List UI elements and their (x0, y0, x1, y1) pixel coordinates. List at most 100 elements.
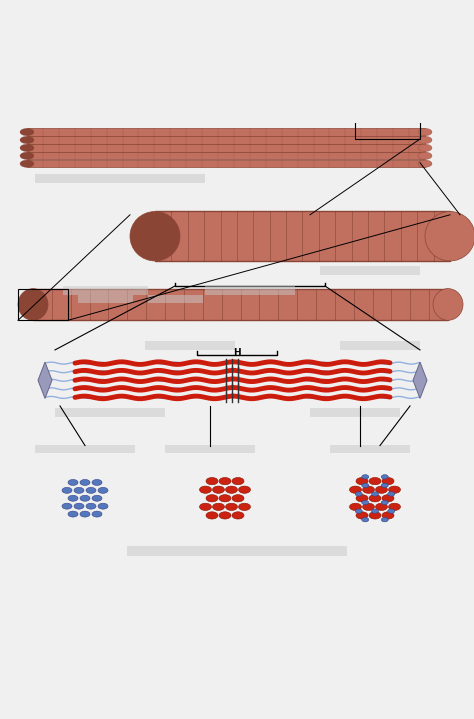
Bar (340, 341, 420, 350)
FancyBboxPatch shape (27, 137, 425, 144)
Bar (55, 408, 165, 417)
Bar (310, 408, 400, 417)
Bar (330, 444, 410, 453)
Ellipse shape (372, 492, 379, 496)
FancyBboxPatch shape (155, 211, 450, 261)
Ellipse shape (80, 480, 90, 485)
Ellipse shape (362, 475, 369, 479)
Ellipse shape (362, 500, 369, 505)
Ellipse shape (232, 512, 244, 519)
Ellipse shape (418, 160, 432, 168)
Ellipse shape (382, 477, 394, 485)
Ellipse shape (20, 129, 34, 136)
Ellipse shape (68, 495, 78, 501)
Ellipse shape (356, 512, 368, 519)
Ellipse shape (200, 503, 211, 510)
Ellipse shape (232, 495, 244, 502)
Ellipse shape (355, 492, 362, 496)
Ellipse shape (62, 487, 72, 493)
Bar (78, 295, 133, 303)
Bar (35, 174, 205, 183)
Ellipse shape (425, 211, 474, 261)
Ellipse shape (20, 145, 34, 152)
Ellipse shape (381, 518, 388, 522)
Ellipse shape (92, 495, 102, 501)
Ellipse shape (20, 152, 34, 160)
Ellipse shape (219, 477, 231, 485)
Ellipse shape (381, 483, 388, 487)
Ellipse shape (219, 495, 231, 502)
FancyBboxPatch shape (27, 129, 425, 136)
Bar (127, 546, 347, 557)
Ellipse shape (369, 477, 381, 485)
Ellipse shape (369, 495, 381, 502)
Ellipse shape (219, 512, 231, 519)
Ellipse shape (363, 503, 374, 510)
FancyBboxPatch shape (33, 288, 448, 320)
Ellipse shape (381, 500, 388, 505)
Ellipse shape (388, 492, 395, 496)
Ellipse shape (74, 487, 84, 493)
Ellipse shape (86, 503, 96, 509)
Ellipse shape (226, 503, 237, 510)
Ellipse shape (433, 288, 463, 320)
Ellipse shape (18, 288, 48, 320)
Ellipse shape (375, 503, 388, 510)
Ellipse shape (62, 503, 72, 509)
Ellipse shape (382, 495, 394, 502)
Ellipse shape (356, 495, 368, 502)
Ellipse shape (98, 503, 108, 509)
Ellipse shape (388, 509, 395, 513)
Ellipse shape (130, 211, 180, 261)
Ellipse shape (238, 503, 250, 510)
Bar (147, 295, 202, 303)
Bar (165, 444, 255, 453)
Ellipse shape (232, 477, 244, 485)
Ellipse shape (206, 477, 218, 485)
Ellipse shape (375, 486, 388, 493)
Ellipse shape (355, 509, 362, 513)
Bar (63, 286, 147, 296)
Ellipse shape (418, 145, 432, 152)
Ellipse shape (372, 509, 379, 513)
Bar (355, 115, 420, 139)
Bar (35, 444, 135, 453)
Bar (320, 266, 420, 275)
Bar (205, 286, 295, 296)
Text: H: H (233, 347, 241, 357)
Polygon shape (413, 362, 427, 398)
Ellipse shape (389, 486, 401, 493)
Ellipse shape (92, 511, 102, 517)
Ellipse shape (349, 486, 362, 493)
Ellipse shape (80, 511, 90, 517)
Ellipse shape (238, 486, 250, 493)
Ellipse shape (362, 518, 369, 522)
Ellipse shape (20, 137, 34, 144)
Ellipse shape (418, 152, 432, 160)
Ellipse shape (389, 503, 401, 510)
Ellipse shape (20, 160, 34, 168)
Polygon shape (38, 362, 52, 398)
Ellipse shape (74, 503, 84, 509)
Ellipse shape (200, 486, 211, 493)
Ellipse shape (98, 487, 108, 493)
Ellipse shape (381, 475, 388, 479)
Ellipse shape (382, 512, 394, 519)
Ellipse shape (92, 480, 102, 485)
Ellipse shape (80, 495, 90, 501)
Ellipse shape (86, 487, 96, 493)
Ellipse shape (212, 503, 225, 510)
Ellipse shape (349, 503, 362, 510)
Ellipse shape (68, 511, 78, 517)
Ellipse shape (356, 477, 368, 485)
Ellipse shape (206, 495, 218, 502)
Ellipse shape (226, 486, 237, 493)
Ellipse shape (363, 486, 374, 493)
Ellipse shape (369, 512, 381, 519)
Bar (18, 288, 68, 320)
Ellipse shape (362, 483, 369, 487)
FancyBboxPatch shape (27, 145, 425, 152)
FancyBboxPatch shape (27, 160, 425, 168)
Ellipse shape (418, 137, 432, 144)
Ellipse shape (68, 480, 78, 485)
